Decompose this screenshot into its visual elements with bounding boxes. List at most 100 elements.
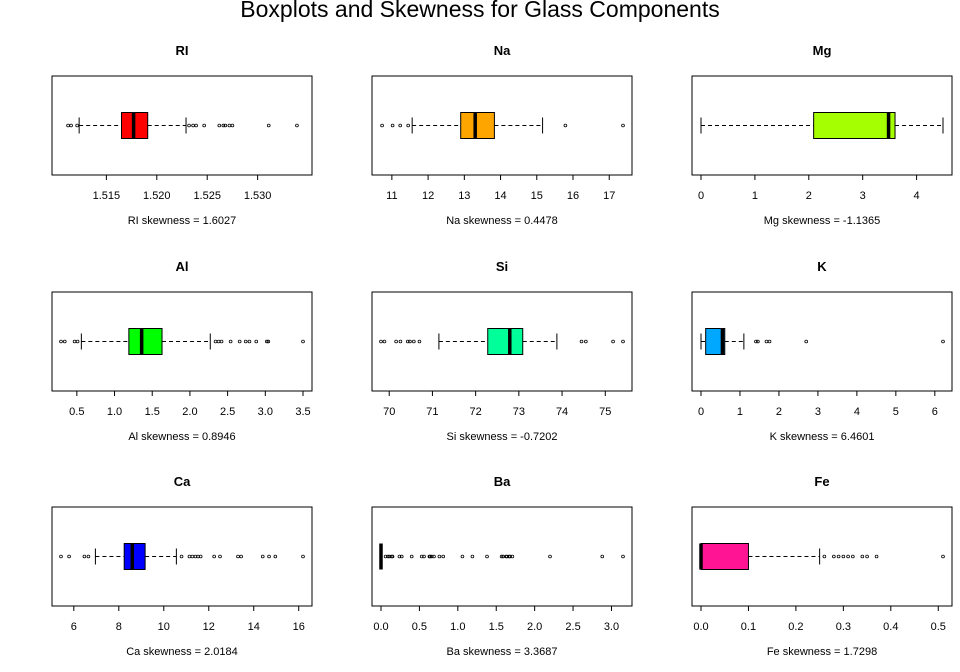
outlier-point	[422, 554, 426, 559]
x-tick-label: 2.0	[182, 406, 197, 418]
outlier-point	[754, 339, 758, 344]
iqr-box	[705, 328, 726, 355]
outlier-point	[266, 339, 271, 344]
x-tick-label: 75	[599, 406, 611, 418]
x-tick-label: 0.1	[741, 621, 756, 633]
outlier-point	[273, 554, 278, 559]
x-tick-label: 16	[567, 190, 579, 202]
outlier-point	[383, 554, 388, 559]
outlier-point	[548, 554, 552, 559]
skewness-label: Si skewness = -0.7202	[447, 431, 558, 443]
outlier-point	[428, 554, 432, 559]
x-tick-label: 0	[698, 190, 704, 202]
x-tick-label: 1.525	[193, 190, 221, 202]
x-tick-label: 17	[603, 190, 615, 202]
outlier-point	[406, 123, 410, 128]
x-tick-label: 3	[860, 190, 866, 202]
panel-title: K	[817, 259, 827, 274]
outlier-point	[941, 554, 945, 559]
outlier-point	[219, 339, 224, 344]
outlier-point	[202, 123, 206, 128]
outlier-point	[460, 554, 465, 559]
outlier-point	[832, 554, 836, 559]
x-tick-label: 14	[494, 190, 506, 202]
outlier-point	[190, 554, 195, 559]
outlier-point	[846, 554, 850, 559]
panel-title: Fe	[814, 474, 829, 489]
x-tick-label: 2.5	[220, 406, 235, 418]
outlier-point	[212, 554, 216, 559]
outlier-point	[874, 554, 879, 559]
outlier-point	[584, 339, 588, 344]
panel-title: Ba	[494, 474, 511, 489]
skewness-label: Al skewness = 0.8946	[128, 431, 235, 443]
outlier-point	[247, 339, 252, 344]
panel-mg: Mg 0 1 2 3 4 Mg skewness = -1.1365	[691, 43, 953, 227]
outlier-point	[397, 554, 402, 559]
x-tick-label: 74	[556, 406, 568, 418]
outlier-point	[380, 123, 384, 128]
x-tick-label: 2.5	[565, 621, 580, 633]
outlier-point	[301, 339, 305, 344]
x-tick-label: 1.5	[145, 406, 160, 418]
outlier-point	[239, 554, 243, 559]
outlier-point	[75, 339, 80, 344]
x-tick-label: 1.520	[143, 190, 171, 202]
outlier-point	[267, 554, 271, 559]
x-tick-label: 2.0	[527, 621, 542, 633]
outlier-point	[187, 123, 191, 128]
outlier-point	[822, 554, 827, 559]
x-tick-label: 0.2	[788, 621, 803, 633]
x-tick-label: 70	[383, 406, 395, 418]
outlier-point	[408, 339, 412, 344]
skewness-label: Fe skewness = 1.7298	[767, 646, 877, 658]
panel-na: Na 11 12 13 14 15 16 17 Na skewness = 0.4478	[371, 43, 633, 227]
iqr-box	[460, 112, 495, 139]
skewness-label: K skewness = 6.4601	[770, 431, 875, 443]
outlier-point	[398, 123, 403, 128]
panel-title: Si	[496, 259, 508, 274]
outlier-point	[260, 554, 265, 559]
outlier-point	[508, 554, 512, 559]
outlier-point	[399, 554, 404, 559]
x-tick-label: 4	[854, 406, 860, 418]
x-tick-label: 1	[752, 190, 758, 202]
x-tick-label: 1.0	[450, 621, 465, 633]
figure-title: Boxplots and Skewness for Glass Componen…	[240, 0, 720, 22]
outlier-point	[621, 123, 625, 128]
outlier-point	[485, 554, 489, 559]
outlier-point	[621, 339, 625, 344]
plot-frame	[691, 291, 953, 392]
panel-ca: Ca 6 8 10 12 14 16 Ca skewness = 2.0184	[51, 474, 313, 658]
x-tick-label: 6	[71, 621, 77, 633]
x-tick-label: 3	[815, 406, 821, 418]
outlier-point	[217, 123, 222, 128]
outlier-point	[851, 554, 855, 559]
x-tick-label: 15	[531, 190, 543, 202]
outlier-point	[600, 554, 605, 559]
x-tick-label: 3.5	[295, 406, 310, 418]
outlier-point	[69, 123, 73, 128]
outlier-point	[75, 123, 79, 128]
x-tick-label: 3.0	[604, 621, 619, 633]
x-tick-label: 12	[422, 190, 434, 202]
outlier-point	[386, 554, 390, 559]
outlier-point	[227, 123, 232, 128]
outlier-point	[216, 339, 221, 344]
outlier-point	[441, 554, 446, 559]
outlier-point	[237, 339, 242, 344]
outlier-point	[301, 554, 305, 559]
outlier-point	[432, 554, 436, 559]
panel-title: Ca	[174, 474, 191, 489]
outlier-point	[72, 339, 77, 344]
outlier-point	[265, 339, 269, 344]
iqr-box	[128, 328, 163, 355]
x-tick-label: 8	[116, 621, 122, 633]
skewness-label: Ca skewness = 2.0184	[126, 646, 238, 658]
panel-ri: RI 1.515 1.520 1.525 1.530 RI skewness = 1.60…	[51, 43, 313, 227]
outlier-point	[198, 554, 203, 559]
outlier-point	[865, 554, 869, 559]
x-tick-label: 0.3	[836, 621, 851, 633]
outlier-point	[394, 339, 398, 344]
